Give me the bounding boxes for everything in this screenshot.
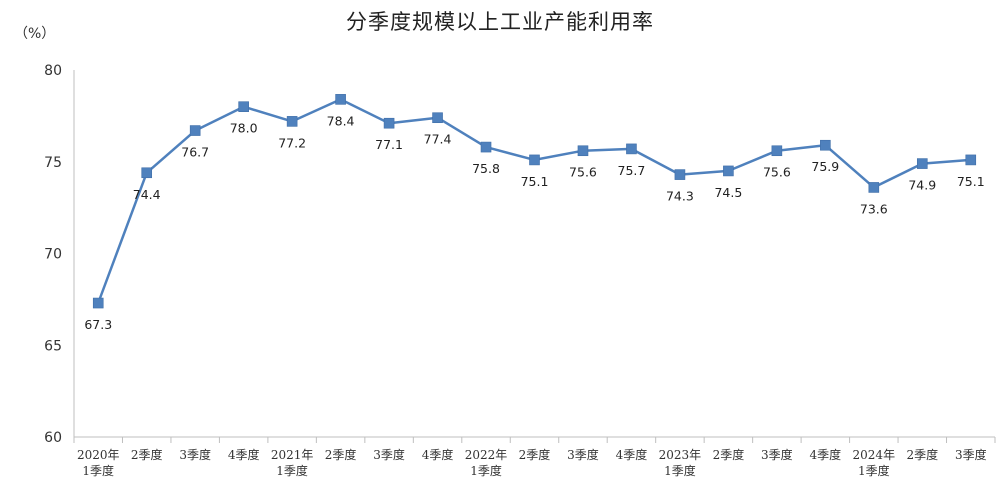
x-tick-label: 1季度 xyxy=(858,463,890,478)
x-tick-label: 2024年 xyxy=(853,448,896,462)
data-point-marker xyxy=(868,182,880,193)
data-label: 77.1 xyxy=(375,137,403,152)
data-point-marker xyxy=(965,154,977,166)
x-tick-label: 4季度 xyxy=(422,447,454,462)
y-tick-label: 70 xyxy=(44,247,62,263)
x-tick-label: 2季度 xyxy=(131,447,163,462)
data-point-marker xyxy=(92,297,104,309)
x-tick-label: 2020年 xyxy=(77,448,120,462)
data-label: 67.3 xyxy=(84,317,112,332)
data-label: 76.7 xyxy=(181,145,209,160)
data-point-marker xyxy=(189,125,201,136)
series-line xyxy=(92,94,977,309)
x-tick-label: 2023年 xyxy=(659,448,702,462)
x-tick-label: 4季度 xyxy=(616,447,648,462)
x-tick-label: 1季度 xyxy=(664,463,696,478)
x-tick-label: 3季度 xyxy=(179,447,211,462)
data-label: 75.6 xyxy=(569,165,597,180)
x-tick-label: 1季度 xyxy=(276,463,308,478)
y-axis-unit: （%） xyxy=(14,26,56,42)
y-tick-label: 75 xyxy=(44,155,62,171)
data-label: 74.9 xyxy=(908,178,936,193)
data-point-marker xyxy=(141,167,153,179)
data-point-marker xyxy=(529,154,540,166)
y-tick-label: 65 xyxy=(44,338,62,354)
x-tick-label: 2季度 xyxy=(519,447,551,462)
data-label: 75.6 xyxy=(763,165,791,180)
data-label: 75.1 xyxy=(957,174,985,189)
data-label: 75.9 xyxy=(811,159,839,174)
data-point-marker xyxy=(916,158,928,169)
data-label: 74.5 xyxy=(714,185,742,200)
data-label: 78.0 xyxy=(230,121,258,136)
data-point-marker xyxy=(286,116,298,127)
y-axis-ticks: 60 65 70 75 80 xyxy=(44,63,62,446)
x-tick-label: 2季度 xyxy=(713,447,745,462)
data-label: 77.2 xyxy=(278,135,306,150)
data-label: 74.3 xyxy=(666,189,694,204)
data-label: 73.6 xyxy=(860,201,888,216)
x-tick-label: 1季度 xyxy=(470,463,502,478)
data-label: 74.4 xyxy=(133,187,161,202)
data-labels: 67.3 74.4 76.7 78.0 77.2 78.4 77.1 77.4 75.8 75.1… xyxy=(84,113,984,332)
x-tick-label: 3季度 xyxy=(955,447,987,462)
x-tick-label: 2季度 xyxy=(325,447,357,462)
data-label: 75.1 xyxy=(521,174,549,189)
data-point-marker xyxy=(577,145,589,157)
data-point-marker xyxy=(432,112,443,124)
data-point-marker xyxy=(335,94,346,105)
x-tick-label: 2022年 xyxy=(465,448,508,462)
x-tick-label: 3季度 xyxy=(567,447,599,462)
x-tick-label: 1季度 xyxy=(82,463,114,478)
x-tick-label: 3季度 xyxy=(761,447,793,462)
data-point-marker xyxy=(626,143,637,155)
data-point-marker xyxy=(723,165,734,177)
x-tick-label: 2021年 xyxy=(271,448,314,462)
data-point-marker xyxy=(820,139,831,151)
x-tick-label: 4季度 xyxy=(810,447,842,462)
data-label: 77.4 xyxy=(424,132,452,147)
y-tick-label: 60 xyxy=(44,430,62,446)
data-label: 78.4 xyxy=(327,113,355,128)
data-point-marker xyxy=(238,101,249,112)
x-tick-label: 4季度 xyxy=(228,447,260,462)
axes xyxy=(73,70,996,443)
data-label: 75.8 xyxy=(472,161,500,176)
x-tick-label: 2季度 xyxy=(906,447,938,462)
y-tick-label: 80 xyxy=(44,63,62,79)
data-point-marker xyxy=(480,141,492,153)
chart-title: 分季度规模以上工业产能利用率 xyxy=(346,10,654,34)
data-point-marker xyxy=(383,117,395,129)
data-label: 75.7 xyxy=(618,163,646,178)
data-point-marker xyxy=(674,169,686,180)
data-point-marker xyxy=(771,145,783,157)
x-tick-label: 3季度 xyxy=(373,447,405,462)
